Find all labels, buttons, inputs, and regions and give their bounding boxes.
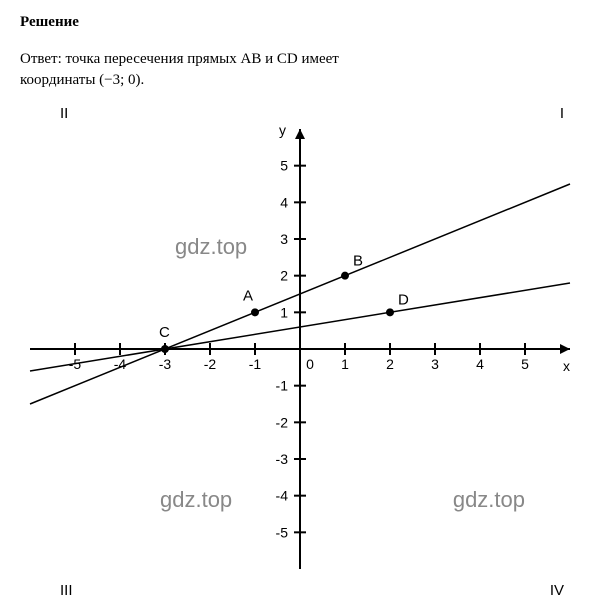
answer-line-1: Ответ: точка пересечения прямых AB и CD …	[20, 51, 339, 67]
y-axis-label: y	[279, 122, 286, 138]
y-axis-arrow	[295, 129, 305, 139]
answer-line-2: координаты (−3; 0).	[20, 72, 144, 88]
x-tick-label: 2	[386, 356, 394, 372]
point-A	[251, 308, 259, 316]
y-tick-label: 2	[280, 268, 288, 284]
coordinate-chart: -5-4-3-2-112345-5-4-3-2-1123450xyABCD	[20, 99, 580, 599]
origin-label: 0	[306, 356, 314, 372]
point-label-A: A	[243, 287, 253, 304]
point-B	[341, 272, 349, 280]
y-tick-label: -2	[276, 414, 289, 430]
x-axis-label: x	[563, 358, 570, 374]
y-tick-label: 3	[280, 231, 288, 247]
point-label-B: B	[353, 253, 363, 270]
quadrant-label-IV: IV	[550, 582, 564, 599]
point-C	[161, 345, 169, 353]
x-tick-label: 4	[476, 356, 484, 372]
y-tick-label: -3	[276, 451, 289, 467]
x-axis-arrow	[560, 344, 570, 354]
quadrant-label-II: II	[60, 105, 68, 122]
x-tick-label: -3	[159, 356, 172, 372]
y-tick-label: 1	[280, 304, 288, 320]
x-tick-label: -1	[249, 356, 262, 372]
y-tick-label: -4	[276, 488, 289, 504]
answer-text: Ответ: точка пересечения прямых AB и CD …	[20, 49, 580, 91]
quadrant-label-III: III	[60, 582, 73, 599]
quadrant-label-I: I	[560, 105, 564, 122]
y-tick-label: -1	[276, 378, 289, 394]
heading: Решение	[20, 14, 580, 31]
point-D	[386, 308, 394, 316]
y-tick-label: -5	[276, 524, 289, 540]
point-label-C: C	[159, 324, 170, 341]
y-tick-label: 4	[280, 194, 288, 210]
chart-container: -5-4-3-2-112345-5-4-3-2-1123450xyABCD II…	[20, 99, 580, 599]
x-tick-label: 1	[341, 356, 349, 372]
x-tick-label: -2	[204, 356, 217, 372]
x-tick-label: 3	[431, 356, 439, 372]
x-tick-label: 5	[521, 356, 529, 372]
y-tick-label: 5	[280, 158, 288, 174]
point-label-D: D	[398, 291, 409, 308]
